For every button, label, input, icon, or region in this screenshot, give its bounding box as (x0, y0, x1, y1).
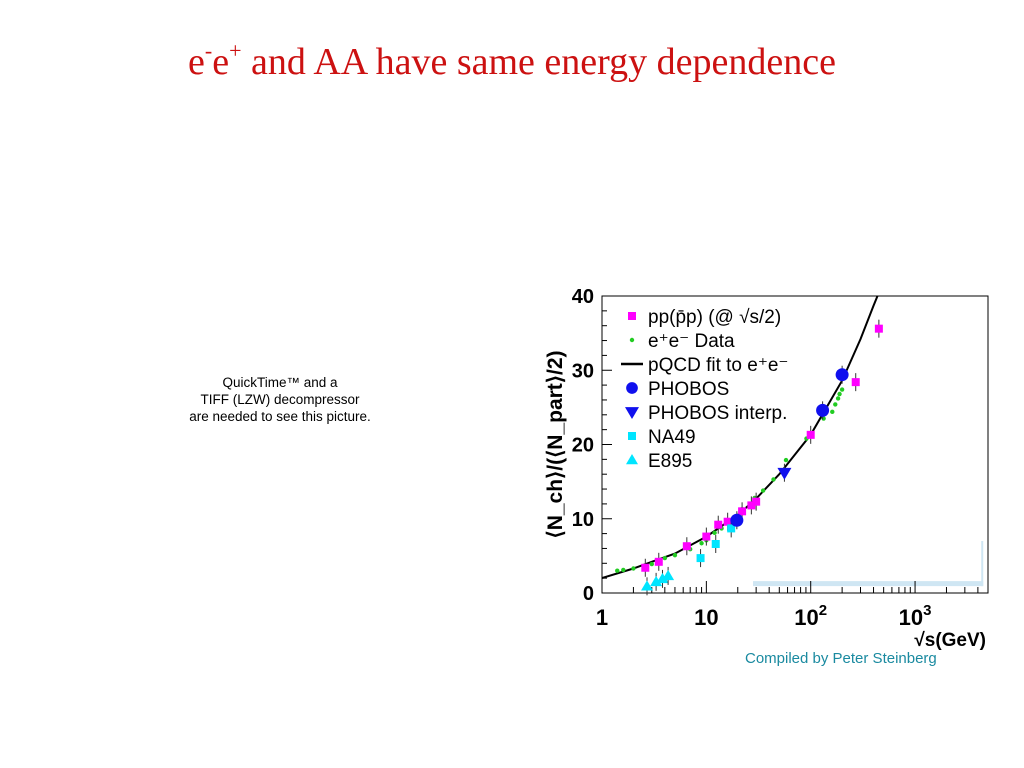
title-plus-superscript: + (229, 38, 242, 63)
pp-point (682, 542, 691, 551)
na49-point (711, 539, 720, 548)
y-tick-label: 10 (572, 509, 594, 531)
title-e: e (188, 41, 205, 83)
ee-point (835, 396, 841, 401)
ee-point (821, 416, 826, 421)
background-band (753, 581, 984, 587)
legend-label-phobos_interp: PHOBOS interp. (648, 403, 787, 424)
placeholder-line-3: are needed to see this picture. (189, 409, 371, 424)
legend-marker-phobos_interp (625, 407, 639, 419)
e895-point (641, 580, 654, 591)
pp-point (752, 497, 761, 506)
na49-point (696, 554, 705, 563)
na49-point (727, 524, 736, 533)
pp-point (747, 501, 756, 510)
x-axis-title: √s(GeV) (914, 630, 986, 651)
ee-point (662, 555, 668, 561)
phobos-point (730, 513, 744, 527)
legend-marker-ee (629, 337, 635, 343)
pp-point (714, 520, 723, 529)
legend-marker-e895 (626, 454, 638, 465)
credit-text: Compiled by Peter Steinberg (745, 650, 937, 667)
legend-label-e895: E895 (648, 451, 692, 472)
title-rest: and AA have same energy dependence (241, 41, 836, 83)
ee-point (783, 457, 789, 463)
placeholder-line-1: QuickTime™ and a (222, 375, 338, 390)
background-band-edge (981, 541, 984, 587)
y-tick-label: 40 (572, 286, 594, 308)
pp-point (723, 517, 732, 526)
pp-point (641, 563, 650, 572)
e895-point (650, 575, 663, 587)
ee-point (760, 488, 766, 493)
legend-label-fit: pQCD fit to e⁺e⁻ (648, 355, 788, 376)
ee-point (839, 387, 845, 392)
ee-point (615, 568, 620, 573)
legend-label-pp: pp(p̄p) (@ √s/2) (648, 307, 781, 328)
ee-point (833, 402, 838, 407)
x-tick-label: 1 (596, 605, 608, 630)
title-e2: e (212, 41, 230, 83)
pp-point (874, 324, 883, 333)
phobos_interp-point (777, 467, 792, 480)
x-tick-label: 10 (694, 605, 718, 630)
ee-point (712, 530, 717, 536)
pp-point (851, 378, 860, 387)
legend-label-ee: e⁺e⁻ Data (648, 331, 735, 352)
e895-point (656, 572, 669, 584)
phobos-point (835, 368, 849, 382)
legend-marker-na49 (628, 432, 636, 440)
legend-label-na49: NA49 (648, 427, 696, 448)
ee-point (631, 566, 636, 571)
ee-point (830, 409, 835, 415)
ee-point (649, 561, 654, 567)
legend-label-phobos: PHOBOS (648, 379, 729, 400)
slide-title: e-e+ and AA have same energy dependence (0, 40, 1024, 84)
missing-image-placeholder: QuickTime™ and a TIFF (LZW) decompressor… (168, 374, 392, 425)
ee-point (672, 552, 678, 558)
pp-point (654, 557, 663, 566)
y-tick-label: 20 (572, 435, 594, 457)
pp-point (738, 507, 747, 516)
title-minus-superscript: - (204, 38, 213, 63)
y-tick-label: 30 (572, 360, 594, 382)
pp-point (806, 430, 815, 439)
ee-point (621, 567, 626, 573)
pp-point (702, 532, 711, 541)
legend-marker-phobos (626, 382, 638, 394)
x-tick-label: 103 (899, 602, 932, 630)
ee-point (771, 477, 776, 482)
e895-point (662, 569, 675, 581)
placeholder-line-2: TIFF (LZW) decompressor (200, 392, 360, 407)
x-tick-label: 102 (794, 602, 827, 630)
legend-marker-pp (628, 312, 636, 320)
y-tick-label: 0 (583, 583, 594, 605)
ee-point (837, 391, 842, 397)
multiplicity-chart: 0 10 20 30 40 1 10 102 103 pp(p̄p) (@ √s/2) e⁺e⁻ … (544, 286, 989, 651)
y-axis-title: ⟨N_ch⟩/(⟨N_part⟩/2) (544, 351, 567, 539)
ee-point (699, 541, 704, 546)
phobos-point (816, 403, 830, 417)
